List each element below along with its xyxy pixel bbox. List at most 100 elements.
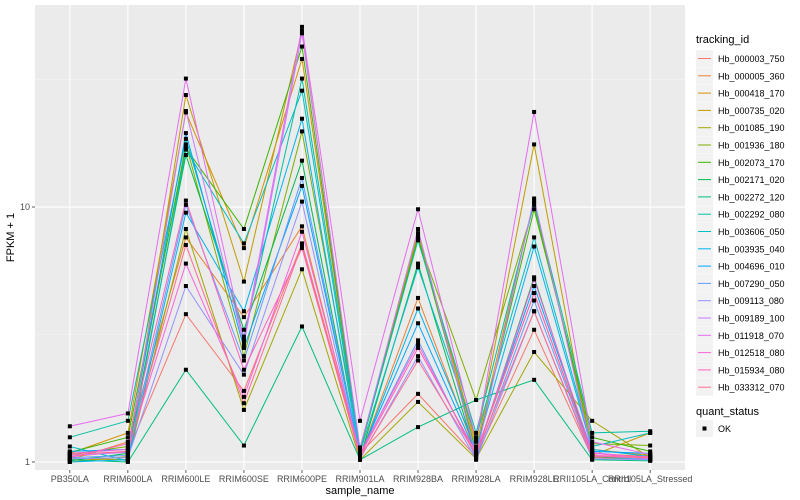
data-point-Hb_003935_040 bbox=[474, 447, 479, 452]
data-point-Hb_007290_050 bbox=[183, 202, 188, 207]
data-point-Hb_011918_070 bbox=[648, 452, 653, 457]
data-point-Hb_000735_020 bbox=[299, 28, 304, 33]
y-tick-label: 10 bbox=[20, 202, 30, 212]
data-point-Hb_000418_170 bbox=[474, 444, 479, 449]
data-point-Hb_003606_050 bbox=[416, 265, 421, 270]
data-point-Hb_002073_170 bbox=[125, 435, 130, 440]
x-tick-label: RRIM600PE bbox=[277, 474, 327, 484]
data-point-Hb_001936_180 bbox=[183, 142, 188, 147]
legend-title-tracking-id: tracking_id bbox=[696, 34, 749, 46]
data-point-Hb_011918_070 bbox=[67, 424, 72, 429]
legend-label-Hb_009189_100: Hb_009189_100 bbox=[718, 314, 785, 324]
legend-label-Hb_011918_070: Hb_011918_070 bbox=[718, 331, 784, 341]
data-point-Hb_002292_080 bbox=[125, 418, 130, 423]
legend-label-Hb_009113_080: Hb_009113_080 bbox=[718, 296, 784, 306]
data-point-Hb_011918_070 bbox=[183, 76, 188, 81]
x-tick-label: RRIM928LA bbox=[452, 474, 501, 484]
legend: tracking_id Hb_000003_750Hb_000005_360Hb… bbox=[696, 34, 785, 437]
legend-title-quant-status: quant_status bbox=[696, 406, 759, 418]
data-point-Hb_000003_750 bbox=[241, 388, 246, 393]
data-point-Hb_000418_170 bbox=[532, 198, 537, 203]
legend-label-Hb_001085_190: Hb_001085_190 bbox=[718, 123, 785, 133]
data-point-Hb_002292_080 bbox=[299, 76, 304, 81]
data-point-Hb_002272_120 bbox=[532, 377, 537, 382]
data-point-Hb_015934_080 bbox=[183, 198, 188, 203]
data-point-Hb_003935_040 bbox=[67, 459, 72, 464]
data-point-Hb_033312_070 bbox=[358, 455, 362, 460]
data-point-Hb_002272_120 bbox=[474, 398, 479, 403]
data-point-Hb_011918_070 bbox=[241, 338, 246, 343]
data-point-Hb_009113_080 bbox=[590, 456, 595, 461]
data-point-Hb_009113_080 bbox=[416, 354, 421, 359]
data-point-Hb_003606_050 bbox=[648, 430, 653, 435]
data-point-Hb_012518_080 bbox=[590, 451, 595, 456]
data-point-Hb_007290_050 bbox=[416, 338, 421, 343]
data-point-Hb_000003_750 bbox=[183, 312, 188, 317]
data-point-Hb_002073_170 bbox=[590, 435, 595, 440]
data-point-Hb_002272_120 bbox=[183, 367, 188, 372]
legend-label-Hb_033312_070: Hb_033312_070 bbox=[718, 383, 785, 393]
data-point-Hb_015934_080 bbox=[299, 246, 304, 251]
data-point-Hb_002272_120 bbox=[241, 443, 246, 448]
data-point-Hb_033312_070 bbox=[125, 449, 130, 454]
data-point-Hb_002073_170 bbox=[532, 207, 537, 212]
legend-label-Hb_002272_120: Hb_002272_120 bbox=[718, 192, 785, 202]
data-point-Hb_004696_010 bbox=[67, 449, 72, 454]
data-point-Hb_002171_020 bbox=[183, 152, 188, 157]
data-point-Hb_000003_750 bbox=[416, 391, 421, 396]
data-point-Hb_000418_170 bbox=[299, 56, 304, 61]
data-point-Hb_002171_020 bbox=[241, 327, 246, 332]
data-point-Hb_000418_170 bbox=[241, 246, 246, 251]
data-point-Hb_001936_180 bbox=[648, 443, 653, 448]
data-point-Hb_002073_170 bbox=[299, 44, 304, 49]
data-point-Hb_002073_170 bbox=[241, 226, 246, 231]
data-point-Hb_009189_100 bbox=[416, 226, 421, 231]
y-axis-title: FPKM + 1 bbox=[5, 213, 17, 262]
legend-color-items: Hb_000003_750 Hb_000005_360 Hb_000418_170 H… bbox=[696, 50, 785, 396]
data-point-Hb_011918_070 bbox=[590, 439, 595, 444]
data-point-Hb_001085_190 bbox=[416, 399, 421, 404]
data-point-Hb_009189_100 bbox=[299, 31, 304, 36]
data-point-Hb_009113_080 bbox=[474, 457, 479, 462]
legend-shape-items: OK bbox=[696, 420, 731, 437]
data-point-Hb_007290_050 bbox=[532, 298, 537, 303]
data-point-Hb_012518_080 bbox=[183, 261, 188, 266]
data-point-Hb_001085_190 bbox=[299, 267, 304, 272]
x-tick-label: RRIM600SE bbox=[219, 474, 269, 484]
data-point-Hb_015934_080 bbox=[241, 367, 246, 372]
data-point-Hb_001936_180 bbox=[299, 129, 304, 134]
data-point-Hb_003935_040 bbox=[532, 244, 537, 249]
data-point-Hb_003606_050 bbox=[590, 444, 595, 449]
legend-label-Hb_001936_180: Hb_001936_180 bbox=[718, 141, 785, 151]
x-tick-label: RRIM928BA bbox=[393, 474, 443, 484]
legend-key-ok-square-icon bbox=[702, 426, 707, 431]
data-point-Hb_003606_050 bbox=[299, 88, 304, 93]
data-point-Hb_002292_080 bbox=[532, 200, 537, 205]
data-point-Hb_002171_020 bbox=[532, 275, 537, 280]
data-point-Hb_033312_070 bbox=[532, 309, 537, 314]
data-point-Hb_009113_080 bbox=[125, 455, 130, 460]
x-tick-label: RRIM600LE bbox=[161, 474, 210, 484]
data-point-Hb_033312_070 bbox=[67, 452, 72, 457]
data-point-Hb_003606_050 bbox=[241, 241, 246, 246]
legend-label-Hb_002292_080: Hb_002292_080 bbox=[718, 210, 785, 220]
data-point-Hb_011918_070 bbox=[474, 437, 479, 442]
data-point-Hb_007290_050 bbox=[299, 175, 304, 180]
data-point-Hb_015934_080 bbox=[532, 290, 537, 295]
data-point-Hb_011918_070 bbox=[299, 24, 304, 29]
data-point-Hb_012518_080 bbox=[299, 229, 304, 234]
x-tick-label: RRIM928LE bbox=[510, 474, 559, 484]
data-points bbox=[67, 24, 653, 464]
data-point-Hb_002073_170 bbox=[416, 235, 421, 240]
x-tick-label: RRII105LA_Stressed bbox=[608, 474, 693, 484]
data-point-Hb_001085_190 bbox=[241, 407, 246, 412]
legend-label-Hb_012518_080: Hb_012518_080 bbox=[718, 348, 785, 358]
data-point-Hb_003935_040 bbox=[125, 457, 130, 462]
data-point-Hb_003606_050 bbox=[183, 147, 188, 152]
data-point-Hb_002292_080 bbox=[474, 430, 479, 435]
data-point-Hb_002171_020 bbox=[299, 158, 304, 163]
data-point-Hb_000005_360 bbox=[416, 295, 421, 300]
data-point-Hb_002292_080 bbox=[67, 435, 72, 440]
data-point-Hb_015934_080 bbox=[474, 450, 479, 455]
data-point-Hb_002073_170 bbox=[648, 449, 653, 454]
